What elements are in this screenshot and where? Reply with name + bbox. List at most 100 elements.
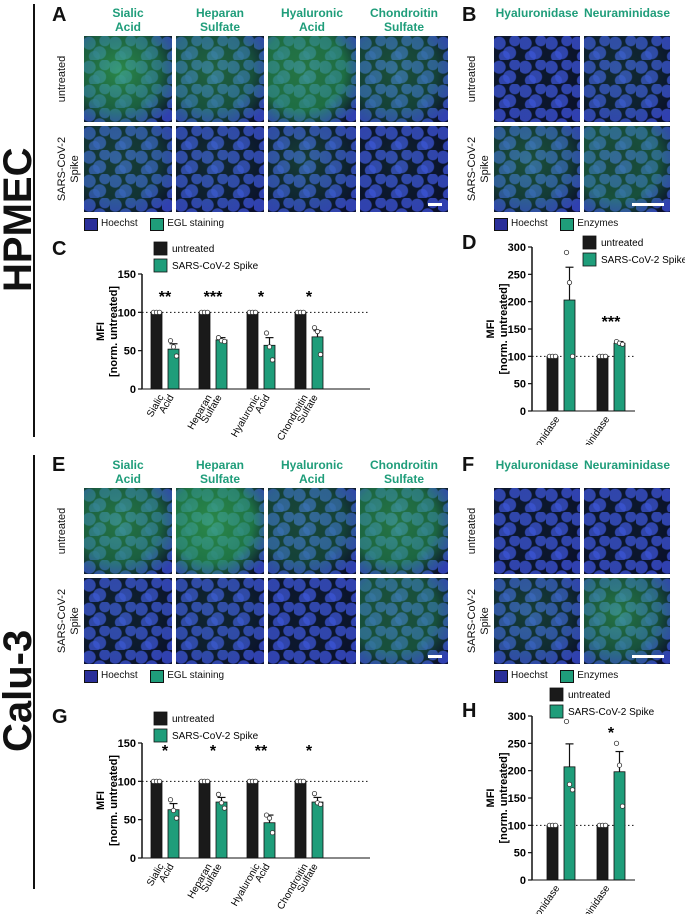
- section-divider-top: [33, 4, 35, 437]
- significance-label: *: [210, 743, 217, 760]
- legend-swatch: [153, 728, 168, 743]
- micrograph-tile: [584, 126, 670, 212]
- y-tick-label: 100: [118, 307, 136, 319]
- bar: [215, 339, 228, 390]
- column-header: Neuraminidase: [584, 6, 671, 20]
- micrograph-tile: [176, 36, 264, 122]
- y-tick-label: 0: [130, 384, 136, 396]
- micrograph-tile: [176, 578, 264, 664]
- bar: [294, 311, 307, 390]
- column-header: Sialic Acid: [112, 6, 144, 34]
- y-axis-label: MFI: [95, 791, 107, 810]
- data-point: [204, 309, 211, 315]
- micrograph-tile: [268, 126, 356, 212]
- legend-label: SARS-CoV-2 Spike: [172, 731, 259, 742]
- y-axis-label: MFI: [95, 322, 107, 341]
- row-header: untreated: [466, 55, 478, 103]
- row-header: untreated: [56, 507, 68, 555]
- y-tick-label: 0: [130, 853, 136, 865]
- chart-d: 0 50 100 150 200 250 300 MFI [norm. untreated] Hy…: [485, 235, 685, 445]
- data-point: [552, 822, 559, 828]
- data-point: [156, 309, 163, 315]
- data-point: [167, 338, 174, 344]
- legend-label: Enzymes: [577, 218, 619, 229]
- column-header: Heparan Sulfate: [195, 458, 245, 486]
- y-axis-label: [norm. untreated]: [498, 752, 510, 843]
- panel-letter-f: F: [462, 454, 475, 476]
- data-point: [311, 325, 318, 331]
- micrograph-tile: [494, 488, 580, 574]
- column-header: Hyaluronidase: [495, 6, 579, 20]
- legend-swatch-stain: [150, 670, 165, 683]
- micrograph-tile: [84, 36, 172, 122]
- category-label: Hyaluronidase: [517, 883, 563, 914]
- column-header: Chondroitin Sulfate: [370, 6, 438, 34]
- column-header: Hyaluronic Acid: [280, 458, 343, 486]
- category-label: Neuraminidase: [565, 414, 613, 445]
- panel-letter-d: D: [462, 232, 477, 254]
- legend-swatch: [549, 687, 564, 702]
- panel-letter-h: H: [462, 700, 477, 722]
- legend-label: Hoechst: [511, 670, 548, 681]
- legend-label: EGL staining: [167, 670, 225, 681]
- micrograph-tile: [360, 126, 448, 212]
- data-point: [314, 328, 321, 335]
- y-tick-label: 150: [118, 269, 136, 281]
- significance-label: ***: [204, 289, 223, 306]
- legend-label: EGL staining: [167, 218, 225, 229]
- legend-swatch-stain: [560, 670, 575, 683]
- data-point: [263, 812, 270, 818]
- legend-swatch: [549, 704, 564, 719]
- panel-letter-g: G: [52, 706, 68, 728]
- legend-swatch: [153, 258, 168, 273]
- bar: [150, 311, 163, 390]
- category-label: Hyaluronidase: [517, 414, 563, 445]
- legend-swatch-stain: [150, 218, 165, 231]
- micrograph-tile: [176, 488, 264, 574]
- legend-swatch: [153, 241, 168, 256]
- data-point: [563, 249, 570, 256]
- y-tick-label: 150: [118, 738, 136, 750]
- legend-swatch: [582, 252, 597, 267]
- micrograph-tile: [84, 126, 172, 212]
- y-axis-label: [norm. untreated]: [498, 283, 510, 374]
- data-point: [566, 279, 573, 286]
- legend-label: untreated: [601, 238, 643, 249]
- y-tick-label: 100: [118, 776, 136, 788]
- data-point: [613, 740, 620, 746]
- data-point: [317, 801, 324, 807]
- column-header: Sialic Acid: [112, 458, 144, 486]
- significance-label: *: [306, 743, 313, 760]
- chart-h: 0 50 100 150 200 250 300 MFI [norm. untreated] Hy…: [485, 687, 655, 914]
- legend-swatch: [153, 711, 168, 726]
- y-tick-label: 250: [508, 269, 526, 281]
- legend-label: untreated: [172, 714, 214, 725]
- micrograph-tile: [494, 36, 580, 122]
- data-point: [170, 807, 177, 814]
- bar: [263, 822, 276, 859]
- significance-label: *: [258, 289, 265, 306]
- bar: [311, 801, 324, 859]
- legend-swatch-stain: [560, 218, 575, 231]
- y-tick-label: 200: [508, 766, 526, 778]
- bar: [294, 780, 307, 859]
- micrograph-tile: [360, 488, 448, 574]
- category-label: Hyaluronic: [229, 393, 262, 439]
- data-point: [566, 781, 573, 787]
- micrograph-tile: [84, 578, 172, 664]
- significance-label: **: [159, 289, 172, 306]
- data-point: [204, 778, 211, 784]
- row-header: SARS-CoV-2 Spike: [466, 136, 491, 202]
- bar: [198, 780, 211, 859]
- legend-swatch-hoechst: [494, 218, 508, 231]
- category-label: Hyaluronic: [229, 862, 262, 908]
- legend-label: Hoechst: [511, 218, 548, 229]
- data-point: [300, 309, 307, 315]
- data-point: [616, 762, 623, 768]
- data-point: [563, 718, 570, 725]
- micrograph-tile: [84, 488, 172, 574]
- bar: [311, 336, 324, 390]
- significance-label: *: [608, 725, 615, 742]
- legend-label: Enzymes: [577, 670, 619, 681]
